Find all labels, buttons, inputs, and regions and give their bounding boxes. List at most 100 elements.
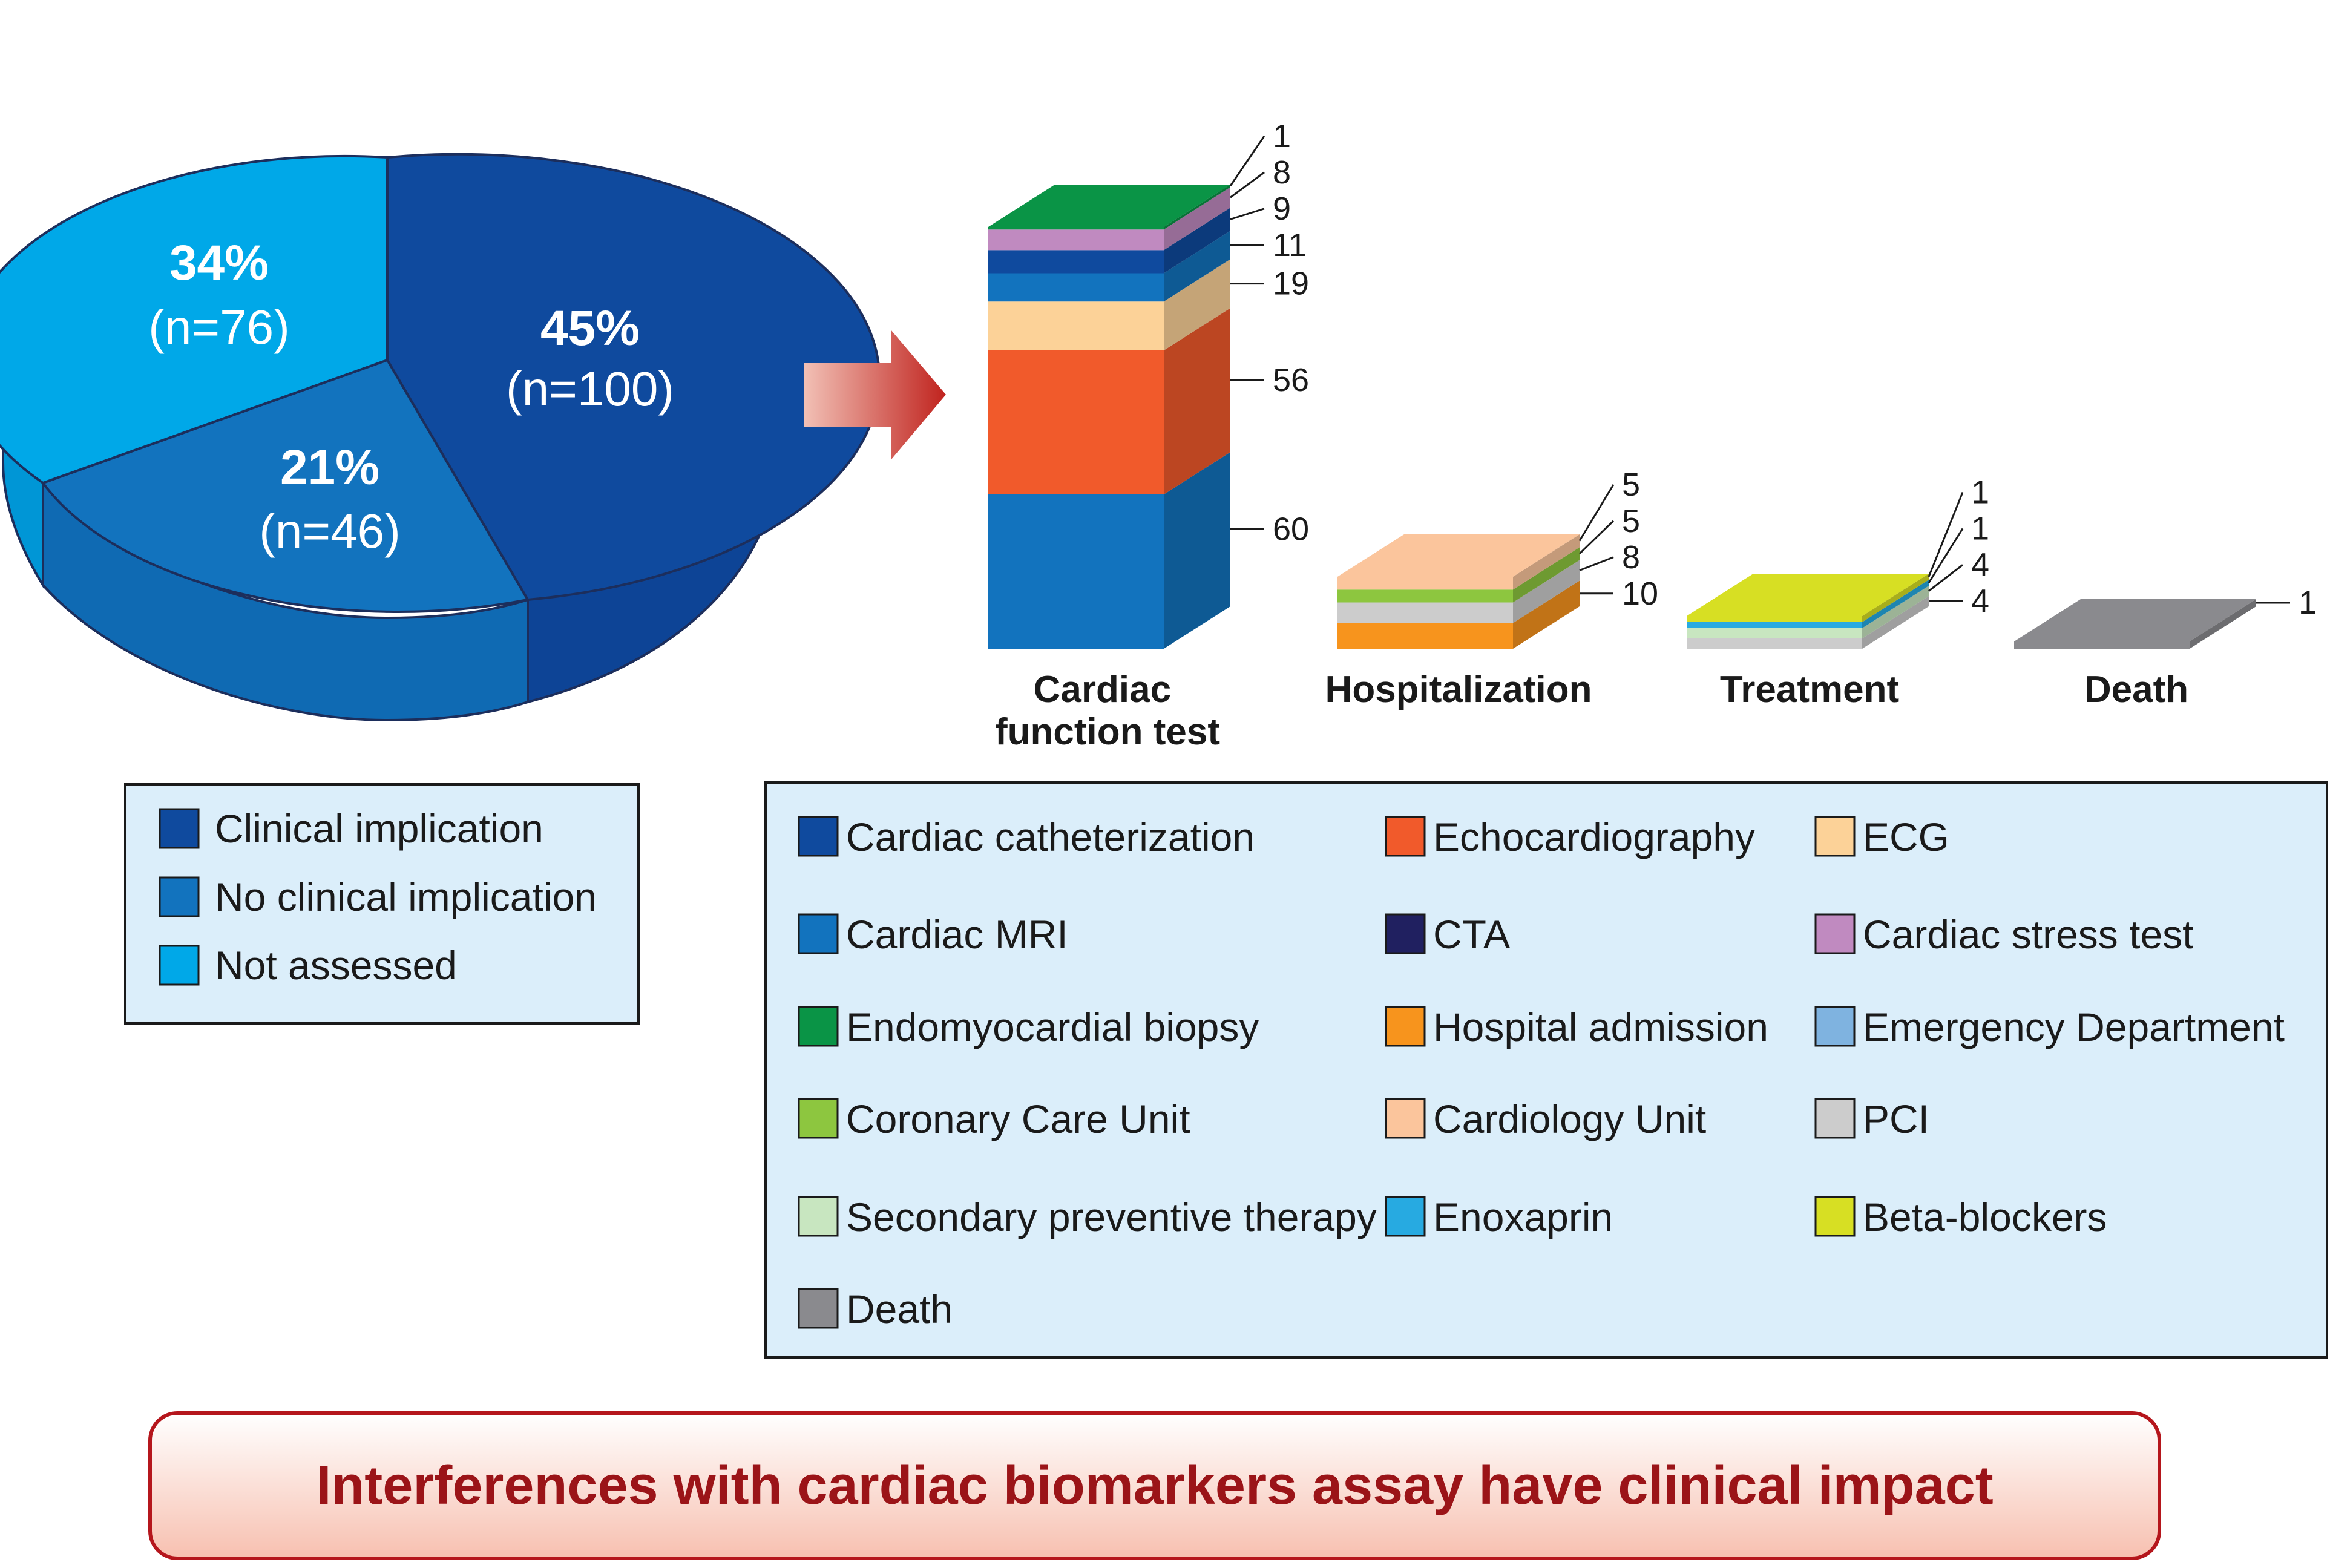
category-legend: Cardiac catheterization Echocardiography E… [798, 815, 2285, 1331]
legend-swatch-hospital-admission [1385, 1006, 1426, 1047]
value-label: 4 [1971, 547, 1989, 583]
pie-legend: Clinical implication No clinical implica… [124, 783, 640, 1025]
value-label: 10 [1622, 576, 1658, 612]
category-label-death: Death [2084, 669, 2188, 710]
legend-swatch-beta-blockers [1814, 1196, 1856, 1237]
bar-segment-side-pci [1513, 560, 1580, 623]
legend-label-echocardiography: Echocardiography [1433, 815, 1755, 859]
legend-swatch-endomyocardial-biopsy [798, 1006, 839, 1047]
bar-segment-top-beta-blockers [1687, 574, 1929, 616]
bar-segment-cardiac-stress-test [988, 229, 1164, 251]
footer-banner: Interferences with cardiac biomarkers as… [148, 1411, 2161, 1560]
value-label: 5 [1622, 503, 1640, 539]
value-label: 1 [1971, 474, 1989, 511]
pie-legend-label-clinical-implication: Clinical implication [215, 806, 543, 851]
value-leader-line [1928, 528, 1964, 583]
legend-swatch-death [798, 1288, 839, 1329]
bar-segment-pci [1337, 602, 1513, 623]
value-leader-line [1229, 136, 1265, 186]
legend-label-secondary-preventive-therapy: Secondary preventive therapy [846, 1195, 1377, 1239]
footer-box [148, 1411, 2161, 1560]
value-leader-line [1579, 556, 1614, 571]
legend-swatch-echocardiography [1385, 816, 1426, 857]
bar-segment-side-cardiac-catheterization [1164, 208, 1230, 274]
bar-segment-pci [1687, 638, 1862, 649]
pie-chart: 45% (n=100) 21% (n=46) 34% (n=76) [0, 153, 881, 722]
pie-percent-clinical-implication: 45% [540, 301, 640, 356]
legend-swatch-pci [1814, 1098, 1856, 1139]
pie-slice-no-clinical-implication [41, 358, 530, 613]
bar-segment-beta-blockers [1687, 616, 1862, 622]
bar-segment-coronary-care-unit [1337, 589, 1513, 603]
category-labels: Cardiac function test Hospitalization Tr… [995, 669, 2188, 753]
value-label: 5 [1622, 467, 1640, 503]
bar-segment-side-endomyocardial-biopsy [1164, 185, 1230, 230]
bar-segment-death [2014, 641, 2190, 649]
bar-segment-side-ecg [1164, 259, 1230, 350]
legend-label-beta-blockers: Beta-blockers [1863, 1195, 2107, 1239]
bar-segment-side-cardiology-unit [1513, 534, 1580, 590]
value-label: 9 [1273, 191, 1291, 227]
value-leader-line [1928, 564, 1963, 592]
legend-swatch-cta [1385, 913, 1426, 954]
pie-n-no-clinical-implication: (n=46) [259, 504, 400, 558]
pie-legend-box [124, 783, 640, 1025]
bar-segment-side-cardiac-stress-test [1164, 187, 1230, 251]
value-label: 8 [1622, 539, 1640, 576]
legend-label-enoxaprin: Enoxaprin [1433, 1195, 1613, 1239]
bar-segment-side-beta-blockers [1862, 574, 1929, 622]
legend-label-endomyocardial-biopsy: Endomyocardial biopsy [846, 1005, 1259, 1049]
pie-legend-swatch-no-clinical-implication [159, 876, 200, 917]
bar-segment-side-death [2190, 599, 2256, 649]
legend-swatch-cardiac-catheterization [798, 816, 839, 857]
legend-swatch-emergency-department [1814, 1006, 1856, 1047]
legend-swatch-cardiac-stress-test [1814, 913, 1856, 954]
legend-label-cardiac-stress-test: Cardiac stress test [1863, 912, 2194, 957]
legend-label-cardiology-unit: Cardiology Unit [1433, 1097, 1706, 1141]
bar-segment-ecg [988, 301, 1164, 350]
pie-legend-label-not-assessed: Not assessed [215, 943, 457, 988]
bar-stack-3: 1 [2014, 585, 2317, 649]
category-label-line: function test [995, 711, 1220, 753]
bar-segment-top-cardiology-unit [1337, 534, 1580, 577]
value-leader-line [1578, 484, 1615, 542]
bar-segment-side-secondary-preventive-therapy [1862, 586, 1929, 638]
value-label: 56 [1273, 362, 1309, 398]
value-label: 19 [1273, 266, 1309, 302]
bar-segment-endomyocardial-biopsy [988, 227, 1164, 230]
pie-n-clinical-implication: (n=100) [506, 362, 674, 416]
bar-segment-side-hospital-admission [1513, 580, 1580, 649]
legend-swatch-ecg [1814, 816, 1856, 857]
value-label: 1 [1273, 118, 1291, 154]
pie-slice-not-assessed [0, 154, 389, 485]
bar-segment-cardiac-mri [988, 273, 1164, 302]
bar-segment-secondary-preventive-therapy [1687, 628, 1862, 638]
legend-swatch-cardiac-mri [798, 913, 839, 954]
value-leader-line [1578, 520, 1615, 554]
bar-segment-side-cardiac-mri [1164, 231, 1230, 302]
value-leader-line [1230, 171, 1265, 198]
bar-segment-side-enoxaprin [1862, 580, 1929, 628]
legend-label-cta: CTA [1433, 912, 1510, 957]
legend-swatch-coronary-care-unit [798, 1098, 839, 1139]
legend-label-emergency-department: Emergency Department [1863, 1005, 2285, 1049]
pie-slice-clinical-implication [386, 153, 881, 602]
value-label: 8 [1273, 154, 1291, 191]
legend-label-coronary-care-unit: Coronary Care Unit [846, 1097, 1190, 1141]
category-legend-box [764, 781, 2328, 1359]
bar-segment-side-echocardiography [1164, 308, 1230, 494]
value-label: 1 [2299, 585, 2317, 621]
legend-label-cardiac-catheterization: Cardiac catheterization [846, 815, 1255, 859]
category-label-treatment: Treatment [1720, 669, 1899, 710]
legend-label-death: Death [846, 1287, 953, 1331]
legend-swatch-cardiology-unit [1385, 1098, 1426, 1139]
pie-percent-not-assessed: 34% [169, 235, 269, 290]
arrow-icon [804, 330, 946, 460]
legend-swatch-enoxaprin [1385, 1196, 1426, 1237]
legend-swatch-secondary-preventive-therapy [798, 1196, 839, 1237]
bar-segment-hospital-admission [1337, 623, 1513, 649]
